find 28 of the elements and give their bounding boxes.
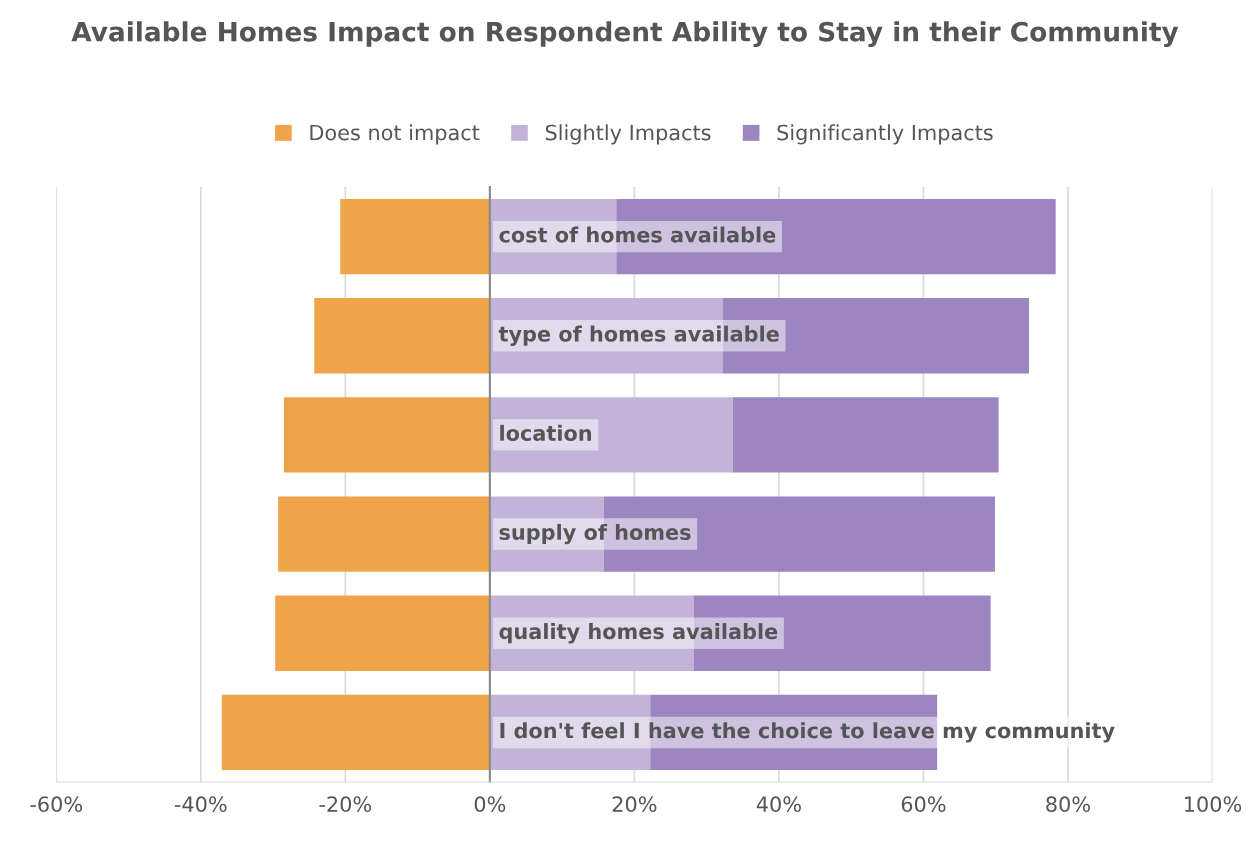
bar <box>489 397 733 473</box>
x-tick-label: 100% <box>1185 796 1242 813</box>
bar <box>732 397 999 473</box>
bar <box>489 694 651 771</box>
y-tick-label: cost of homes available <box>499 226 776 243</box>
bar <box>278 496 490 572</box>
bar <box>275 595 490 671</box>
x-tick-label: -60% <box>30 796 83 813</box>
x-tick-label: 20% <box>612 796 657 813</box>
y-tick-label: quality homes available <box>499 623 778 644</box>
bar <box>283 397 490 473</box>
x-tick-label: 80% <box>1046 796 1090 813</box>
x-tick-label: 0% <box>474 796 506 813</box>
y-tick-label: type of homes available <box>498 325 779 346</box>
legend-label: Slightly Impacts <box>545 124 711 145</box>
x-tick-label: 40% <box>756 796 801 813</box>
chart-title: Available Homes Impact on Respondent Ability to Stay in their Community <box>71 21 1179 47</box>
y-tick-label: supply of homes <box>499 523 691 545</box>
x-tick-label: 60% <box>901 796 946 813</box>
x-tick-label: -40% <box>174 796 227 813</box>
legend-label: Does not impact <box>310 124 480 145</box>
bar <box>314 298 490 374</box>
y-tick-label: I don't feel I have the choice to leave my community <box>500 722 1115 743</box>
x-tick-label: -20% <box>319 796 372 813</box>
bar <box>221 694 490 771</box>
legend-label: Significantly Impacts <box>777 124 993 145</box>
bar <box>340 198 490 275</box>
y-tick-label: location <box>500 424 591 441</box>
